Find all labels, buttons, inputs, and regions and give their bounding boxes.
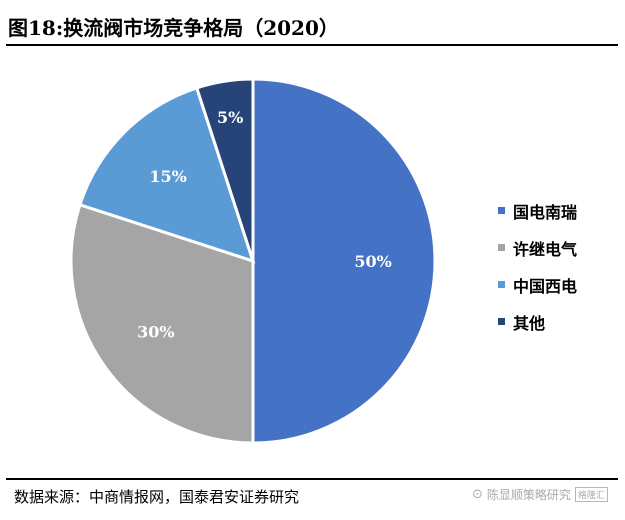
- slice-label: 30%: [137, 323, 174, 342]
- legend-label: 中国西电: [513, 276, 578, 296]
- pie-slice: [69, 202, 255, 445]
- legend-item: 国电南瑞: [498, 192, 577, 229]
- source-rule: [6, 478, 618, 480]
- pie-slice: [194, 77, 255, 262]
- legend-swatch: [498, 281, 505, 288]
- slice-label: 15%: [149, 167, 186, 186]
- watermark: ⊙ 陈显顺策略研究 格隆汇: [472, 486, 608, 503]
- legend: 国电南瑞 许继电气 中国西电 其他: [498, 192, 577, 340]
- chart-title: 图18:换流阀市场竞争格局（2020）: [8, 16, 339, 40]
- legend-label: 其他: [513, 313, 546, 333]
- watermark-badge: 格隆汇: [574, 487, 608, 502]
- source-note: 数据来源：中商情报网，国泰君安证券研究: [14, 488, 300, 506]
- legend-label: 国电南瑞: [513, 202, 578, 222]
- legend-swatch: [498, 318, 505, 325]
- legend-label: 许继电气: [513, 239, 578, 259]
- slice-label: 5%: [217, 108, 243, 127]
- title-rule: [6, 44, 618, 46]
- legend-item: 其他: [498, 303, 577, 340]
- watermark-text: 陈显顺策略研究: [486, 488, 571, 502]
- legend-item: 许继电气: [498, 229, 577, 266]
- slice-label: 50%: [354, 252, 391, 271]
- legend-swatch: [498, 244, 505, 251]
- legend-swatch: [498, 207, 505, 214]
- legend-item: 中国西电: [498, 266, 577, 303]
- wechat-icon: ⊙: [472, 487, 483, 502]
- pie-slice: [251, 77, 437, 445]
